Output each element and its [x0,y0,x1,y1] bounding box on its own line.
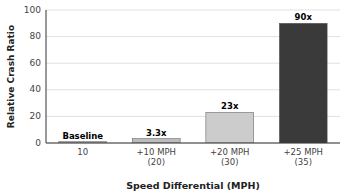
data-label: 90x [295,12,313,22]
chart: 0 20 40 60 80 100 Baseline 3.3x 23x 90x 10 +10 MPH(… [0,0,350,193]
y-tick-label: 60 [30,58,42,68]
x-tick-label: +20 MPH(30) [210,147,250,167]
bar [206,112,254,143]
data-label: 23x [221,101,239,111]
y-tick-label: 100 [24,5,41,15]
grid-line [46,143,340,144]
y-axis-title: Relative Crash Ratio [6,25,16,128]
y-tick-label: 80 [30,31,42,41]
y-grid [46,10,340,143]
grid-line [46,10,340,11]
bar [279,23,327,143]
data-label: 3.3x [146,128,167,138]
y-tick-label: 0 [35,138,41,148]
y-tick-label: 20 [30,111,42,121]
chart-container: 0 20 40 60 80 100 Baseline 3.3x 23x 90x 10 +10 MPH(… [0,0,350,193]
x-axis-line [46,143,340,144]
y-tick-label: 40 [30,84,42,94]
y-axis-line [46,10,47,143]
bars [59,23,327,143]
x-tick-label: +25 MPH(35) [284,147,324,167]
x-tick-label: +10 MPH(20) [137,147,177,167]
x-tick-label: 10 [77,147,88,157]
bar [132,139,180,143]
x-axis-title: Speed Differential (MPH) [126,180,260,191]
data-label: Baseline [62,131,103,141]
